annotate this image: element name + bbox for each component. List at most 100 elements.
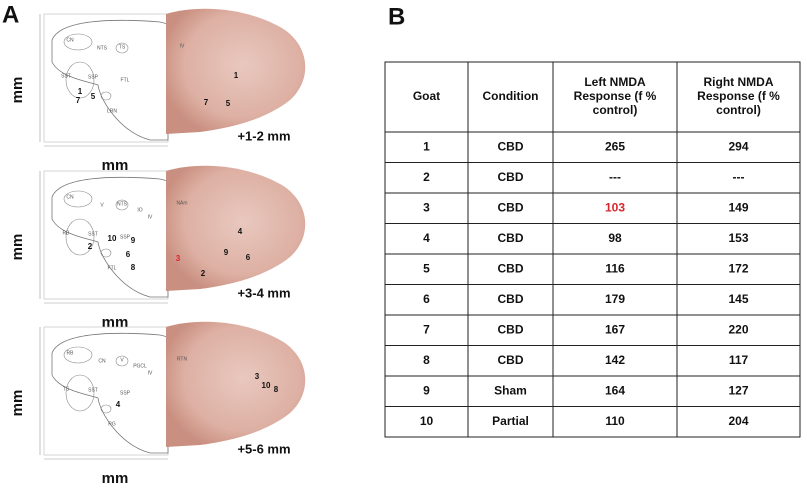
table-cell: 3 — [423, 200, 430, 214]
table-cell: 110 — [605, 414, 625, 428]
goat-marker: 9 — [131, 236, 136, 245]
atlas-region — [115, 199, 129, 211]
table-cell: CBD — [498, 170, 524, 184]
goat-marker: 6 — [126, 250, 131, 259]
table-cell: 4 — [423, 231, 430, 245]
atlas-label: IV — [180, 43, 185, 49]
table-cell: 5 — [423, 261, 430, 275]
table-cell: Sham — [494, 383, 527, 397]
atlas-label: CN — [66, 37, 74, 43]
atlas-label: TS — [63, 386, 70, 392]
table-cell: --- — [733, 170, 745, 184]
atlas-label: LRN — [107, 108, 117, 114]
atlas-label: CN — [98, 358, 106, 364]
table-cell: 116 — [605, 261, 625, 275]
goat-marker: 5 — [226, 99, 231, 108]
goat-marker: 3 — [255, 372, 260, 381]
y-axis-label: mm — [9, 234, 26, 261]
header-cell: Right NMDA Response (f % control) — [697, 75, 780, 117]
atlas-label: NAm — [176, 200, 187, 206]
table-cell: 117 — [729, 353, 749, 367]
goat-marker: 8 — [274, 385, 279, 394]
goat-marker: 4 — [116, 400, 121, 409]
panel-label: B — [388, 3, 405, 30]
tissue-photo — [166, 8, 306, 134]
panel-label: A — [2, 1, 19, 28]
table-cell: --- — [609, 170, 621, 184]
atlas-label: RB — [67, 350, 75, 356]
atlas-label: NTS — [117, 201, 128, 207]
table-cell: 103 — [605, 200, 625, 214]
goat-marker: 7 — [76, 96, 81, 105]
atlas-label: CN — [66, 194, 74, 200]
atlas-label: RTN — [177, 356, 188, 362]
table-cell: 220 — [728, 322, 748, 336]
atlas-label: SSP — [88, 74, 99, 80]
table-cell: 8 — [423, 353, 430, 367]
atlas-label: RB — [63, 230, 71, 236]
atlas-region — [65, 218, 95, 256]
atlas-label: V — [120, 357, 124, 363]
tissue-photo — [166, 165, 306, 291]
table-cell: 172 — [728, 261, 748, 275]
atlas-label: IV — [148, 370, 153, 376]
atlas-label: SST — [61, 73, 71, 79]
table-frame — [384, 61, 801, 438]
goat-marker: 2 — [88, 242, 93, 251]
table-cell: 179 — [605, 292, 625, 306]
goat-marker: 7 — [204, 98, 209, 107]
table-cell: 142 — [605, 353, 625, 367]
table-cell: 2 — [423, 170, 430, 184]
goat-marker: 8 — [131, 263, 136, 272]
atlas-label: V — [100, 202, 104, 208]
goat-marker: 5 — [91, 92, 96, 101]
atlas-outline — [51, 19, 169, 141]
goat-marker: 10 — [262, 381, 271, 390]
atlas-region — [100, 91, 112, 101]
goat-marker: 1 — [234, 71, 239, 80]
table-cell: 98 — [608, 231, 622, 245]
atlas-label: SST — [88, 387, 98, 393]
table-cell: 7 — [423, 322, 430, 336]
atlas-region — [115, 355, 129, 367]
atlas-label: IV — [148, 214, 153, 220]
atlas-label: IO — [137, 207, 142, 213]
atlas-region — [63, 346, 93, 364]
table-cell: 164 — [605, 383, 625, 397]
goat-marker: 9 — [224, 248, 229, 257]
table-cell: 10 — [420, 414, 434, 428]
atlas-label: FTL — [121, 77, 130, 83]
atlas-region — [100, 404, 112, 414]
table-cell: 127 — [728, 383, 748, 397]
depth-label: +3-4 mm — [237, 285, 290, 300]
goat-marker: 3 — [176, 254, 181, 263]
table-cell: CBD — [498, 231, 524, 245]
table-cell: 204 — [728, 414, 748, 428]
atlas-label: NTS — [97, 45, 108, 51]
table-cell: 153 — [728, 231, 748, 245]
atlas-label: PGCL — [133, 363, 147, 369]
tissue-photo — [166, 321, 306, 447]
atlas-frame — [43, 13, 169, 143]
x-axis-label: mm — [102, 157, 129, 174]
header-cell: Goat — [413, 89, 440, 103]
table-cell: CBD — [498, 353, 524, 367]
table-cell: 6 — [423, 292, 430, 306]
header-cell: Condition — [483, 89, 539, 103]
depth-label: +5-6 mm — [237, 441, 290, 456]
table-cell: CBD — [498, 292, 524, 306]
atlas-outline — [51, 176, 169, 298]
table-cell: 9 — [423, 383, 430, 397]
table-cell: 149 — [728, 200, 748, 214]
table-cell: CBD — [498, 261, 524, 275]
table-cell: CBD — [498, 200, 524, 214]
atlas-label: FTL — [108, 265, 117, 271]
goat-marker: 1 — [78, 87, 83, 96]
atlas-region — [100, 248, 112, 258]
atlas-label: RG — [108, 421, 116, 427]
table-cell: Partial — [492, 414, 529, 428]
